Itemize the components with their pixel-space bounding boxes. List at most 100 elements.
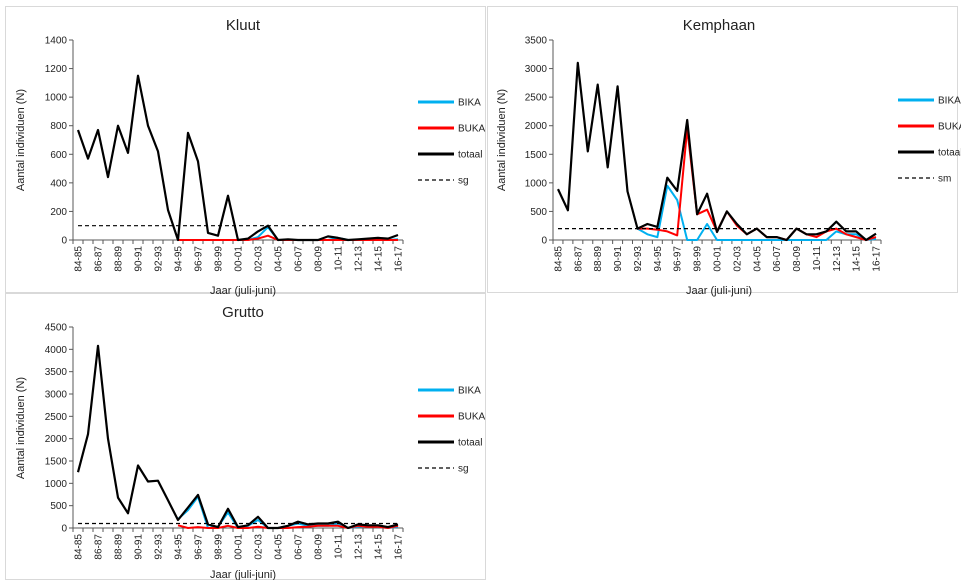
x-tick-label: 86-87 bbox=[94, 246, 105, 272]
x-tick-label: 86-87 bbox=[94, 534, 105, 560]
panel-kemphaan-frame bbox=[487, 6, 958, 293]
plot-area: 0 500 1000 1500 2000 2500 3000 3500 84-85 86-87 88… bbox=[525, 36, 883, 272]
x-tick-label: 96-97 bbox=[194, 246, 205, 272]
y-tick-label: 1000 bbox=[45, 93, 68, 104]
legend-label-totaal: totaal bbox=[458, 438, 482, 449]
y-tick-label: 1000 bbox=[45, 479, 68, 490]
plot-area: 0 200 400 600 800 1000 1200 1400 84-85 86-87 88-89… bbox=[45, 36, 405, 272]
x-tick-label: 14-15 bbox=[374, 534, 385, 560]
series-line-totaal bbox=[76, 344, 399, 530]
y-axis-label: Aantal individuen (N) bbox=[496, 89, 508, 191]
x-tick-label: 92-93 bbox=[633, 246, 644, 272]
x-tick-label: 84-85 bbox=[74, 246, 85, 272]
chart-grutto: Grutto Jaar (juli-juni) Aantal individue… bbox=[15, 304, 486, 580]
plot-area: 0 500 1000 1500 2000 2500 3000 3500 4000 4500 84-8… bbox=[45, 323, 405, 560]
x-tick-label: 94-95 bbox=[174, 246, 185, 272]
y-tick-label: 1500 bbox=[525, 150, 548, 161]
x-tick-label: 90-91 bbox=[134, 534, 145, 560]
chart-kluut: Kluut Jaar (juli-juni) Aantal individuen… bbox=[15, 17, 486, 297]
y-tick-label: 0 bbox=[61, 236, 67, 247]
x-tick-label: 10-11 bbox=[334, 534, 345, 559]
y-tick-label: 800 bbox=[50, 121, 67, 132]
x-tick-label: 08-09 bbox=[314, 246, 325, 272]
x-tick-label: 98-99 bbox=[693, 246, 704, 272]
x-tick-label: 90-91 bbox=[613, 246, 624, 272]
x-tick-label: 06-07 bbox=[294, 246, 305, 272]
legend-label-bika: BIKA bbox=[938, 96, 961, 107]
x-tick-label: 00-01 bbox=[234, 246, 245, 272]
y-tick-label: 500 bbox=[530, 207, 547, 218]
x-tick-label: 00-01 bbox=[234, 534, 245, 560]
legend-label-sm: sm bbox=[938, 174, 951, 185]
y-axis-label: Aantal individuen (N) bbox=[15, 89, 27, 191]
x-tick-label: 02-03 bbox=[254, 534, 265, 560]
x-tick-label: 90-91 bbox=[134, 246, 145, 272]
y-tick-label: 4500 bbox=[45, 323, 68, 334]
y-tick-label: 600 bbox=[50, 150, 67, 161]
legend-label-bika: BIKA bbox=[458, 98, 481, 109]
y-tick-label: 1200 bbox=[45, 64, 68, 75]
legend-label-totaal: totaal bbox=[938, 148, 961, 159]
x-tick-label: 88-89 bbox=[114, 246, 125, 272]
y-tick-label: 0 bbox=[541, 236, 547, 247]
legend-label-sg: sg bbox=[458, 176, 469, 187]
x-tick-label: 98-99 bbox=[214, 246, 225, 272]
y-tick-label: 3500 bbox=[45, 367, 68, 378]
series-line-totaal bbox=[76, 74, 399, 242]
y-tick-label: 4000 bbox=[45, 345, 68, 356]
x-tick-label: 88-89 bbox=[593, 246, 604, 272]
x-tick-label: 06-07 bbox=[772, 246, 783, 272]
y-tick-label: 1000 bbox=[525, 178, 548, 189]
x-tick-label: 88-89 bbox=[114, 534, 125, 560]
x-tick-label: 06-07 bbox=[294, 534, 305, 560]
y-tick-label: 0 bbox=[61, 524, 67, 535]
y-axis-label: Aantal individuen (N) bbox=[15, 377, 27, 479]
panel-kluut-frame bbox=[5, 6, 486, 293]
legend-label-buka: BUKA bbox=[458, 124, 486, 135]
y-tick-label: 2000 bbox=[45, 434, 68, 445]
x-tick-label: 92-93 bbox=[154, 534, 165, 560]
x-tick-label: 04-05 bbox=[274, 534, 285, 560]
x-tick-label: 16-17 bbox=[872, 246, 883, 272]
series-line-totaal bbox=[557, 61, 877, 242]
x-tick-label: 14-15 bbox=[374, 246, 385, 272]
x-tick-label: 04-05 bbox=[274, 246, 285, 272]
x-tick-label: 94-95 bbox=[653, 246, 664, 272]
x-tick-label: 96-97 bbox=[194, 534, 205, 560]
x-axis-label: Jaar (juli-juni) bbox=[210, 285, 276, 297]
x-tick-label: 02-03 bbox=[254, 246, 265, 272]
x-tick-label: 10-11 bbox=[812, 246, 823, 271]
legend: BIKA BUKA totaal sm bbox=[898, 96, 961, 185]
x-tick-label: 16-17 bbox=[394, 246, 405, 272]
legend: BIKA BUKA totaal sg bbox=[418, 386, 486, 475]
x-tick-label: 00-01 bbox=[713, 246, 724, 272]
legend-label-sg: sg bbox=[458, 464, 469, 475]
y-tick-label: 200 bbox=[50, 207, 67, 218]
x-tick-label: 84-85 bbox=[553, 246, 564, 272]
x-tick-label: 92-93 bbox=[154, 246, 165, 272]
legend-label-buka: BUKA bbox=[938, 122, 961, 133]
x-tick-label: 16-17 bbox=[394, 534, 405, 560]
chart-kemphaan: Kemphaan Jaar (juli-juni) Aantal individ… bbox=[496, 17, 961, 297]
y-tick-label: 3000 bbox=[45, 390, 68, 401]
x-tick-label: 12-13 bbox=[832, 246, 843, 272]
y-tick-label: 1400 bbox=[45, 36, 68, 47]
x-tick-label: 04-05 bbox=[752, 246, 763, 272]
y-tick-label: 2000 bbox=[525, 121, 548, 132]
x-tick-label: 98-99 bbox=[214, 534, 225, 560]
chart-title: Grutto bbox=[222, 304, 264, 321]
x-tick-label: 02-03 bbox=[732, 246, 743, 272]
x-tick-label: 94-95 bbox=[174, 534, 185, 560]
y-tick-label: 3000 bbox=[525, 64, 548, 75]
x-tick-label: 86-87 bbox=[573, 246, 584, 272]
y-tick-label: 500 bbox=[50, 501, 67, 512]
x-tick-label: 10-11 bbox=[334, 246, 345, 271]
y-tick-label: 2500 bbox=[45, 412, 68, 423]
x-tick-label: 96-97 bbox=[673, 246, 684, 272]
x-axis-label: Jaar (juli-juni) bbox=[210, 569, 276, 580]
series-line-bika bbox=[637, 184, 877, 241]
series-line-buka bbox=[177, 524, 399, 529]
x-tick-label: 12-13 bbox=[354, 534, 365, 560]
x-axis-label: Jaar (juli-juni) bbox=[686, 285, 752, 297]
